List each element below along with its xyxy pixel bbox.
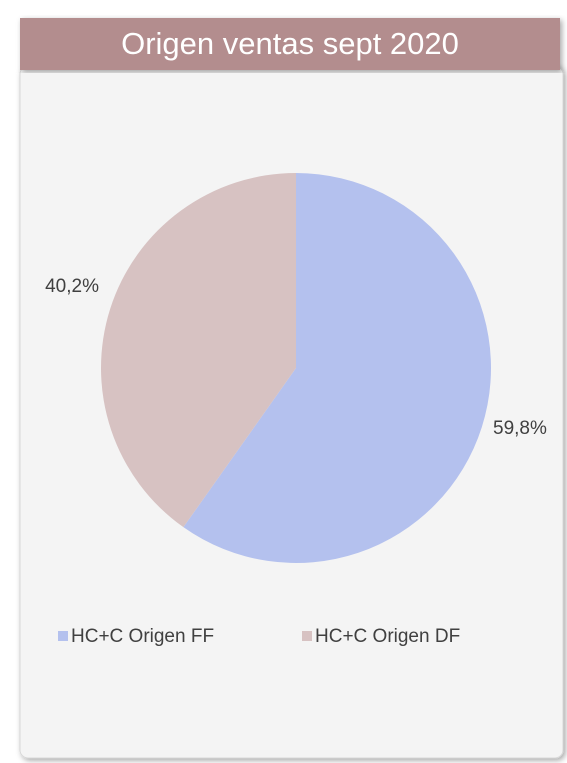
data-label: 40,2% [45,276,99,297]
legend-swatch [58,631,68,641]
legend-label: HC+C Origen DF [315,626,460,647]
pie-slice [183,173,491,563]
title-banner [20,18,560,70]
chart-title: Origen ventas sept 2020 [121,26,459,61]
legend-swatch [302,631,312,641]
pie-slice [100,173,297,528]
legend-label: HC+C Origen FF [71,626,214,647]
data-label: 59,8% [493,418,547,439]
